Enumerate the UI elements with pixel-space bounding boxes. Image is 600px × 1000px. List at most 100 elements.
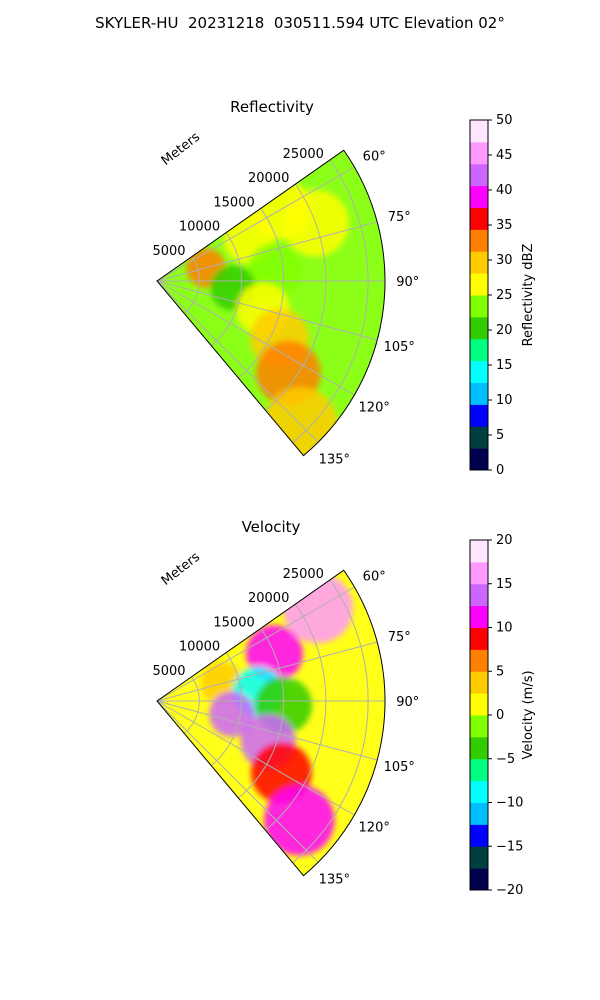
colorbar-tick-label: 0 [496,708,504,723]
azimuth-tick-label: 90° [396,275,419,290]
colorbar-tick-label: 0 [496,463,504,478]
azimuth-tick-label: 135° [319,872,350,887]
colorbar-segment [470,605,488,628]
figure-title: SKYLER-HU 20231218 030511.594 UTC Elevat… [95,14,505,32]
colorbar-segment [470,273,488,296]
azimuth-spoke [156,700,355,816]
azimuth-spoke [156,221,378,282]
colorbar-segment [470,185,488,208]
colorbar-segment [470,295,488,318]
field-cell [209,691,255,737]
colorbar-segment [470,426,488,449]
colorbar-segment [470,207,488,230]
colorbar-segment [470,120,488,143]
colorbar-tick-label: 5 [496,664,504,679]
azimuth-tick-labels: 60° 75° 90° 105° 120° 135° [319,570,420,888]
azimuth-tick-label: 105° [384,340,415,355]
panel-title: Reflectivity [230,98,314,116]
colorbar-segment [470,229,488,252]
range-tick-label: 25000 [283,147,324,162]
range-ring [183,256,200,314]
range-tick-label: 15000 [213,195,254,210]
azimuth-tick-label: 60° [363,150,386,165]
azimuth-spoke [156,700,378,761]
colorbar-segment [470,561,488,585]
colorbar-tick-label: −5 [496,752,515,767]
azimuth-spoke [156,280,319,443]
colorbar-segment [470,540,488,563]
azimuth-spoke [156,280,378,341]
colorbar-tick-label: 10 [496,393,513,408]
range-tick-label: 10000 [179,220,220,235]
colorbar-tick-label: 35 [496,218,513,233]
colorbar-segment [470,758,488,782]
colorbar-segment [470,802,488,825]
colorbar-label: Velocity (m/s) [521,670,536,759]
azimuth-tick-label: 75° [388,630,411,645]
range-tick-label: 20000 [248,171,289,186]
colorbar-segment [470,163,488,187]
colorbar-segment [470,715,488,738]
colorbar-segment [470,649,488,672]
colorbar-segment [470,868,488,891]
colorbar-segment [470,404,488,427]
range-tick-label: 20000 [248,591,289,606]
colorbar-tick-label: 5 [496,428,504,443]
radial-axis-label: Meters [159,130,203,169]
radial-axis-label: Meters [159,550,203,589]
velocity-panel: Velocity 5000 10000 15000 20000 25000 60° 75°… [152,518,536,898]
range-ring [292,159,369,444]
colorbar-segment [470,448,488,471]
colorbar-segment [470,671,488,694]
colorbar-tick-label: 20 [496,323,513,338]
range-tick-labels: 5000 10000 15000 20000 25000 [152,147,323,259]
colorbar-tick-label: 40 [496,183,513,198]
colorbar-tick-label: 30 [496,253,513,268]
colorbar-segment [470,780,488,803]
range-ring [238,628,285,799]
azimuth-spoke [156,700,319,863]
colorbar-tick-label: −10 [496,796,523,811]
azimuth-spoke [156,641,378,702]
azimuth-tick-label: 90° [396,695,419,710]
reflectivity-panel: Reflectivity 5000 10000 15000 20000 25000 60… [152,98,536,478]
colorbar-tick-label: 10 [496,621,513,636]
colorbar-segment [470,251,488,274]
polar-grid [156,159,385,444]
sector-frame [156,569,386,877]
colorbar-segment [470,382,488,405]
azimuth-spoke [156,166,355,282]
colorbar-segment [470,316,488,340]
colorbar-tick-label: 20 [496,533,513,548]
azimuth-tick-label: 60° [363,570,386,585]
colorbar-tick-label: −15 [496,839,523,854]
range-tick-label: 10000 [179,640,220,655]
field-cell [264,785,335,856]
colorbar-segment [470,693,488,716]
range-ring [238,208,285,379]
velocity-colorbar: −20 −15 −10 −5 0 5 10 15 20 Velocity (m/s) [469,533,536,898]
colorbar-tick-label: 15 [496,358,513,373]
colorbar-segment [470,736,488,760]
range-ring [292,579,369,864]
colorbar-tick-label: 50 [496,113,513,128]
range-ring [210,652,242,767]
range-tick-labels: 5000 10000 15000 20000 25000 [152,567,323,679]
colorbar-label: Reflectivity dBZ [521,244,536,347]
reflectivity-colorbar: 0 5 10 15 20 25 30 35 40 45 50 Reflectivity dBZ [469,113,536,478]
colorbar-segment [470,338,488,362]
azimuth-spoke [156,280,355,396]
range-tick-label: 5000 [152,244,185,259]
range-tick-label: 5000 [152,664,185,679]
range-tick-label: 25000 [283,567,324,582]
range-ring [265,183,327,411]
range-ring [265,603,327,831]
colorbar-segment [470,627,488,650]
azimuth-tick-label: 75° [388,210,411,225]
colorbar-segment [470,846,488,869]
colorbar-tick-label: −20 [496,883,523,898]
colorbar-segment [470,583,488,607]
colorbar-tick-label: 25 [496,288,513,303]
azimuth-tick-label: 135° [319,452,350,467]
